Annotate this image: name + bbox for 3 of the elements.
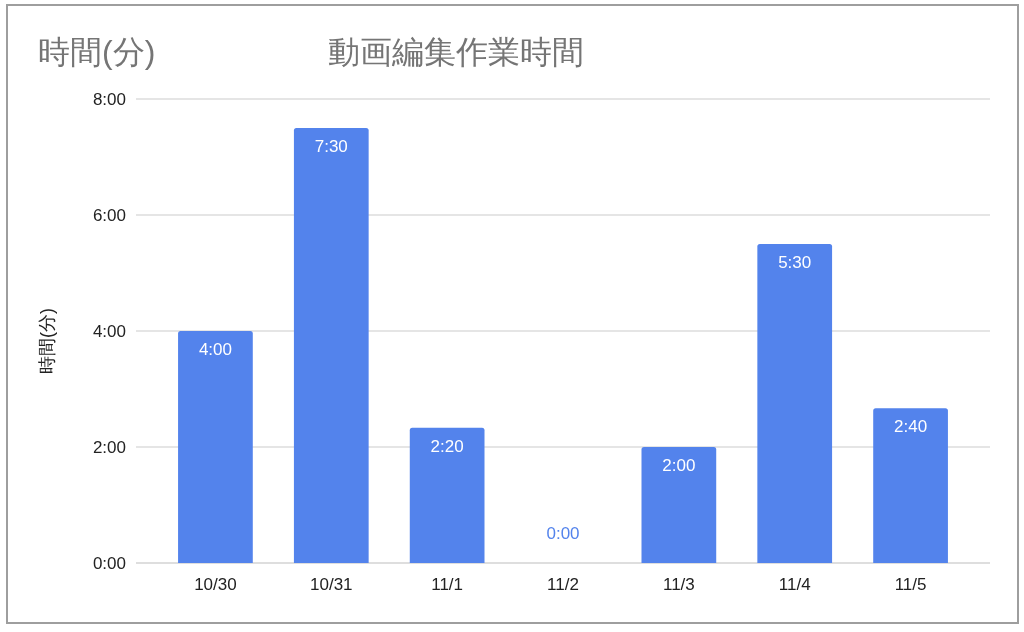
y-label: 時間(分) (37, 308, 57, 374)
annotation: 時間(分) (38, 34, 156, 70)
title: 動画編集作業時間 (328, 34, 584, 70)
